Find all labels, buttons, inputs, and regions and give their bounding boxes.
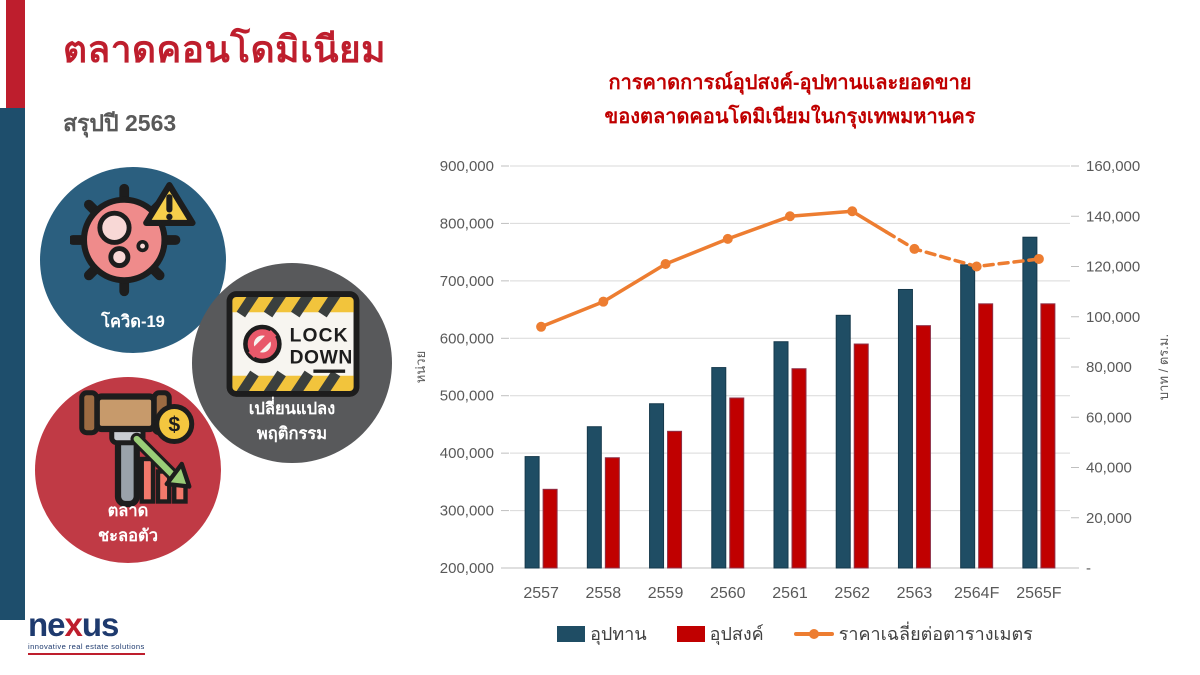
price-point-marker — [971, 261, 982, 272]
right-axis-tick-label: 20,000 — [1086, 510, 1132, 527]
gavel-market-decline-icon: $ — [79, 390, 195, 508]
x-axis-label: 2565F — [1016, 585, 1062, 602]
right-axis-tick-label: 100,000 — [1086, 309, 1140, 326]
left-axis-tick-label: 300,000 — [440, 503, 494, 520]
factor-circle-lockdown: LOCK DOWN เปลี่ยนแปลง พฤติกรรม — [192, 263, 392, 463]
svg-text:DOWN: DOWN — [290, 347, 353, 368]
right-axis-tick-label: 40,000 — [1086, 460, 1132, 477]
logo-wordmark: nexus — [28, 606, 119, 643]
legend-label-supply: อุปทาน — [590, 624, 647, 644]
combo-chart: 200,000 300,000 400,000 500,000 600,000 700,0… — [413, 158, 1171, 602]
demand-bar — [542, 488, 558, 569]
supply-bar — [835, 314, 851, 569]
demand-bar — [791, 368, 807, 569]
svg-text:$: $ — [168, 413, 180, 437]
supply-bar — [1022, 236, 1038, 569]
right-axis-tick-label: 60,000 — [1086, 409, 1132, 426]
price-point-marker — [536, 321, 547, 332]
left-axis-title: หน่วย — [413, 351, 428, 383]
supply-bar — [649, 403, 665, 569]
supply-bar — [773, 341, 789, 569]
chart-title: การคาดการณ์อุปสงค์-อุปทานและยอดขาย ของตล… — [500, 66, 1080, 134]
right-axis-tick-label: 160,000 — [1086, 158, 1140, 175]
price-point-marker — [598, 296, 609, 307]
demand-bar — [915, 325, 931, 569]
factor-label-covid: โควิด-19 — [101, 313, 165, 331]
legend-item-demand: อุปสงค์ — [676, 619, 764, 648]
left-axis-tick-label: 400,000 — [440, 445, 494, 462]
left-accent-bar-red — [6, 0, 25, 108]
left-axis-tick-label: 700,000 — [440, 273, 494, 290]
x-axis-label: 2557 — [523, 585, 559, 602]
factor-label-lockdown: เปลี่ยนแปลง พฤติกรรม — [248, 400, 336, 443]
left-axis-tick-label: 500,000 — [440, 388, 494, 405]
demand-bar — [853, 343, 869, 569]
supply-bar — [711, 367, 727, 569]
factor-circle-covid: โควิด-19 — [40, 167, 226, 353]
legend-item-price-line: ราคาเฉลี่ยต่อตารางเมตร — [793, 619, 1033, 648]
right-axis-tick-label: 120,000 — [1086, 259, 1140, 276]
chart-legend: อุปทาน อุปสงค์ ราคาเฉลี่ยต่อตารางเมตร — [400, 619, 1190, 648]
left-accent-bar-blue — [0, 108, 25, 620]
left-axis-tick-label: 800,000 — [440, 215, 494, 232]
x-axis-label: 2563 — [897, 585, 933, 602]
demand-bar — [978, 303, 994, 569]
demand-bar — [604, 457, 620, 569]
right-axis-tick-label: 140,000 — [1086, 208, 1140, 225]
legend-label-price: ราคาเฉลี่ยต่อตารางเมตร — [838, 624, 1033, 644]
supply-bar — [586, 426, 602, 569]
chart-title-line2: ของตลาดคอนโดมิเนียมในกรุงเทพมหานคร — [604, 106, 976, 128]
factor-label-market-slowdown: ตลาด ชะลอตัว — [97, 502, 159, 545]
demand-bar — [667, 430, 683, 569]
chart-title-line1: การคาดการณ์อุปสงค์-อุปทานและยอดขาย — [608, 72, 972, 94]
svg-text:LOCK: LOCK — [290, 326, 349, 347]
right-axis-title: บาท / ตร.ม. — [1156, 334, 1171, 400]
supply-bar — [960, 264, 976, 569]
price-line-forecast-dashed — [884, 230, 1041, 269]
x-axis-label: 2559 — [648, 585, 684, 602]
left-axis-tick-label: 900,000 — [440, 158, 494, 175]
price-point-marker — [1033, 253, 1044, 264]
price-line-solid — [539, 209, 889, 329]
price-point-marker — [660, 258, 671, 269]
x-axis-label: 2562 — [834, 585, 870, 602]
price-point-marker — [847, 206, 858, 217]
subtitle-year: สรุปปี 2563 — [63, 110, 177, 136]
right-axis-tick-label: - — [1086, 560, 1091, 577]
x-axis-label: 2564F — [954, 585, 1000, 602]
x-axis-label: 2560 — [710, 585, 746, 602]
price-point-marker — [722, 233, 733, 244]
price-point-marker — [909, 243, 920, 254]
x-axis-label: 2561 — [772, 585, 808, 602]
factor-circle-market-slowdown: $ ตลาด ชะลอตัว — [35, 377, 221, 563]
supply-swatch — [557, 625, 586, 642]
demand-swatch — [676, 625, 705, 642]
supply-bar — [897, 288, 913, 569]
logo-tagline: innovative real estate solutions — [28, 643, 145, 655]
supply-bar — [524, 456, 540, 569]
legend-item-supply: อุปทาน — [557, 619, 647, 648]
nexus-logo: nexus innovative real estate solutions — [28, 608, 145, 655]
lockdown-sign-icon: LOCK DOWN — [226, 291, 360, 397]
demand-bar — [729, 397, 745, 569]
right-axis-tick-label: 80,000 — [1086, 359, 1132, 376]
legend-label-demand: อุปสงค์ — [709, 624, 764, 644]
left-axis-tick-label: 200,000 — [440, 560, 494, 577]
virus-warning-icon — [70, 182, 196, 297]
price-point-marker — [785, 211, 795, 222]
price-line-swatch — [793, 628, 834, 639]
demand-bar — [1040, 303, 1056, 569]
x-axis-label: 2558 — [586, 585, 622, 602]
page-title: ตลาดคอนโดมิเนียม — [63, 29, 387, 70]
left-axis-tick-label: 600,000 — [440, 330, 494, 347]
